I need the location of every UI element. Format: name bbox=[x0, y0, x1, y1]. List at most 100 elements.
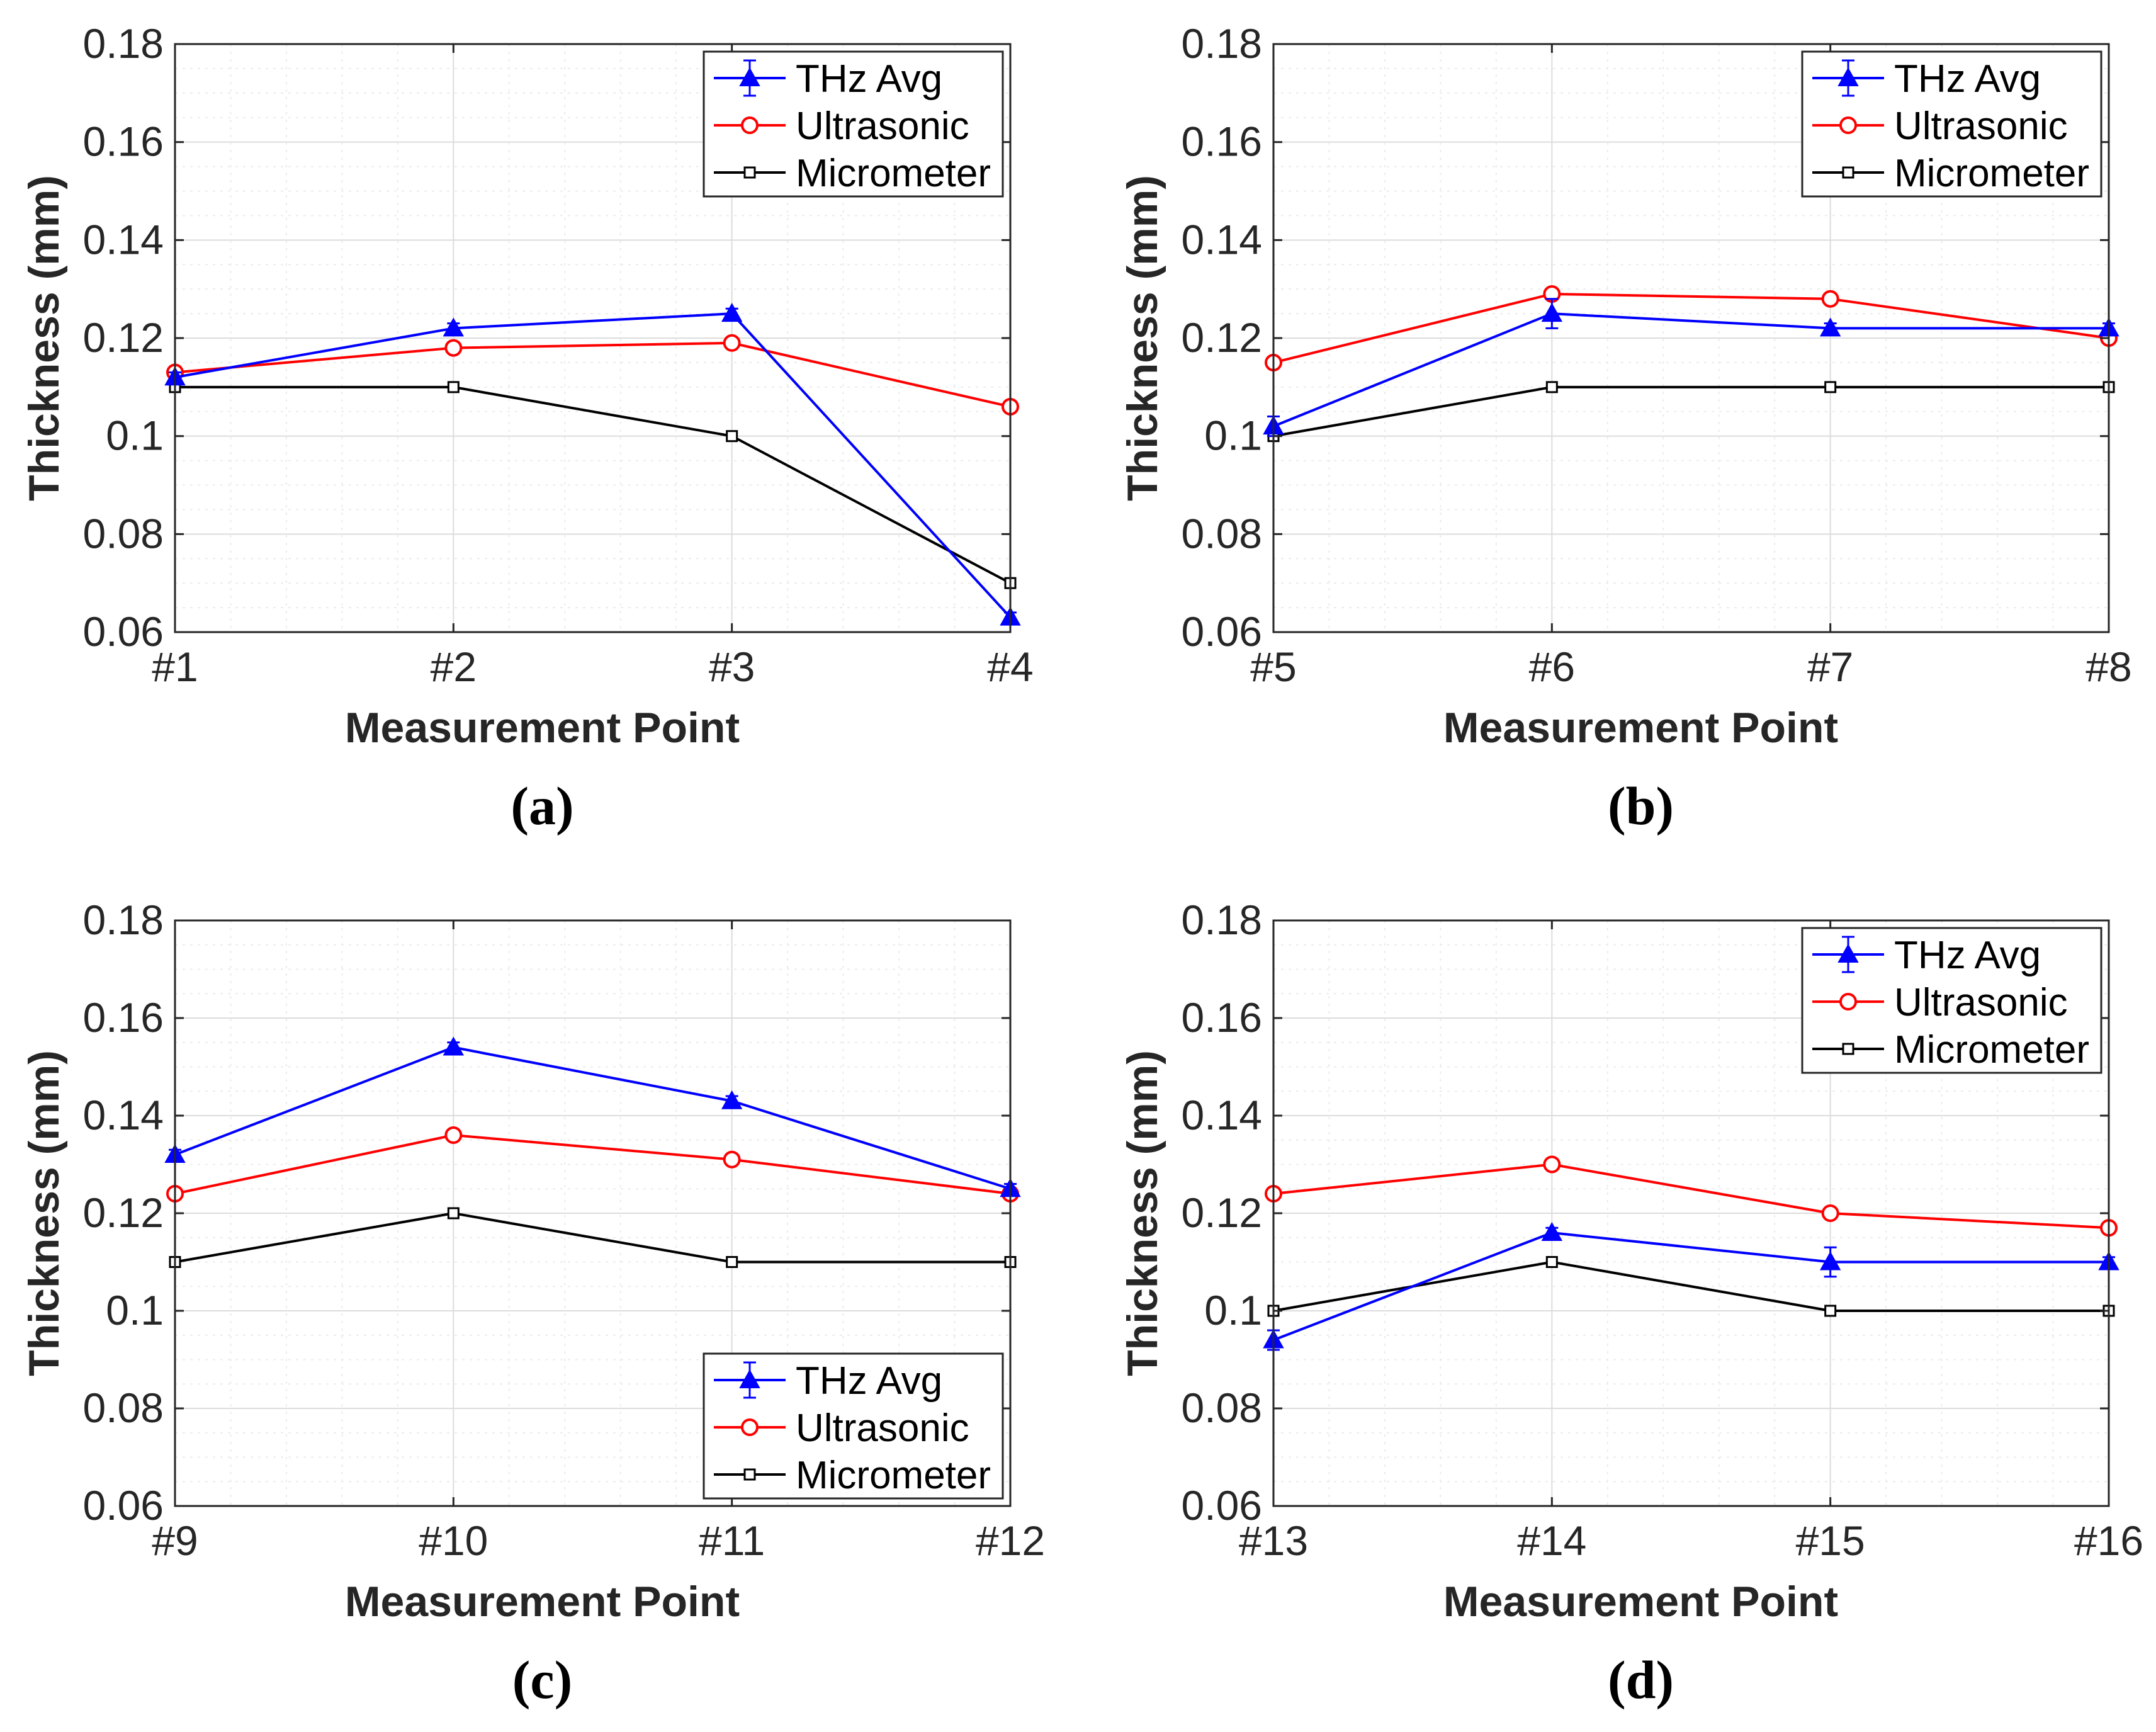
series-line-ultrasonic bbox=[1273, 1163, 2109, 1230]
panel-a-y-axis-title: Thickness (mm) bbox=[20, 175, 68, 501]
panel-d-label: (d) bbox=[1608, 1650, 1674, 1710]
legend-thz-glyph bbox=[1812, 936, 1884, 973]
x-tick-label: #4 bbox=[987, 643, 1033, 690]
data-point-thz bbox=[1541, 1221, 1563, 1241]
panel-d-x-axis-title: Measurement Point bbox=[1443, 1578, 1838, 1626]
legend-entry-micrometer: Micrometer bbox=[1812, 1028, 2089, 1072]
data-point-ultrasonic bbox=[1821, 290, 1839, 308]
x-tick-label: #13 bbox=[1239, 1517, 1308, 1564]
panel-b-legend: THz Avg Ultrasonic Micrometer bbox=[1801, 50, 2102, 198]
legend-ultrasonic-glyph bbox=[1812, 993, 1884, 1010]
data-point-micrometer bbox=[1545, 381, 1558, 393]
legend-marker-ultrasonic bbox=[741, 116, 759, 134]
series-line-ultrasonic bbox=[174, 341, 1011, 408]
legend-entry-micrometer: Micrometer bbox=[714, 1454, 991, 1497]
data-point-thz bbox=[721, 303, 743, 322]
legend-micrometer-glyph bbox=[1812, 1043, 1884, 1055]
legend-micrometer-label: Micrometer bbox=[796, 1454, 991, 1497]
legend-ultrasonic-label: Ultrasonic bbox=[1894, 981, 2068, 1024]
legend-thz-label: THz Avg bbox=[1894, 934, 2041, 977]
legend-micrometer-glyph bbox=[1812, 166, 1884, 179]
legend-ultrasonic-label: Ultrasonic bbox=[1894, 105, 2068, 148]
legend-marker-thz bbox=[1837, 67, 1859, 86]
legend-entry-micrometer: Micrometer bbox=[1812, 152, 2089, 195]
y-tick-label: 0.06 bbox=[1182, 1482, 1262, 1529]
y-tick-label: 0.08 bbox=[83, 1384, 164, 1431]
panel-b-label: (b) bbox=[1608, 776, 1674, 836]
data-point-thz bbox=[721, 1090, 743, 1109]
y-tick-label: 0.18 bbox=[83, 20, 164, 67]
data-point-micrometer bbox=[726, 430, 738, 443]
panel-a: 0.06 0.08 0.1 0.12 0.14 0.16 0.18 #1 #2 #3 #4 Thi… bbox=[20, 20, 1034, 836]
y-tick-label: 0.14 bbox=[83, 216, 164, 263]
y-tick-label: 0.16 bbox=[1182, 994, 1262, 1041]
panel-c-y-axis-title: Thickness (mm) bbox=[20, 1050, 68, 1376]
legend-micrometer-label: Micrometer bbox=[796, 152, 991, 195]
y-tick-label: 0.1 bbox=[106, 412, 164, 459]
x-tick-label: #11 bbox=[699, 1517, 765, 1564]
data-point-ultrasonic bbox=[444, 1126, 463, 1144]
x-tick-label: #5 bbox=[1250, 643, 1296, 690]
panel-a-label: (a) bbox=[511, 776, 573, 836]
data-point-micrometer bbox=[447, 381, 460, 393]
x-tick-label: #12 bbox=[976, 1517, 1045, 1564]
legend-marker-thz bbox=[739, 1369, 760, 1388]
legend-entry-thz: THz Avg bbox=[1812, 57, 2041, 101]
data-point-micrometer bbox=[1824, 381, 1837, 393]
panel-d-y-axis-title: Thickness (mm) bbox=[1119, 1050, 1166, 1376]
legend-thz-label: THz Avg bbox=[1894, 57, 2041, 101]
data-point-ultrasonic bbox=[1821, 1204, 1839, 1222]
y-tick-label: 0.18 bbox=[83, 897, 164, 943]
panel-c-x-axis-title: Measurement Point bbox=[345, 1578, 740, 1626]
panel-b-y-axis-title: Thickness (mm) bbox=[1119, 175, 1166, 501]
panel-d-y-ticks: 0.06 0.08 0.1 0.12 0.14 0.16 0.18 bbox=[1182, 897, 2109, 1529]
series-line-micrometer bbox=[1273, 1260, 2109, 1312]
legend-thz-label: THz Avg bbox=[796, 57, 942, 101]
y-tick-label: 0.16 bbox=[83, 118, 164, 165]
y-tick-label: 0.06 bbox=[83, 1482, 164, 1529]
legend-ultrasonic-label: Ultrasonic bbox=[796, 1407, 969, 1450]
legend-entry-thz: THz Avg bbox=[714, 1359, 942, 1403]
data-point-ultrasonic bbox=[723, 334, 741, 352]
panel-d-legend: THz Avg Ultrasonic Micrometer bbox=[1801, 927, 2102, 1074]
legend-marker-thz bbox=[739, 67, 760, 86]
y-tick-label: 0.08 bbox=[1182, 1384, 1262, 1431]
legend-thz-glyph bbox=[1812, 59, 1884, 97]
legend-micrometer-label: Micrometer bbox=[1894, 1028, 2089, 1072]
legend-micrometer-glyph bbox=[714, 1468, 786, 1481]
data-point-micrometer bbox=[447, 1207, 460, 1220]
x-tick-label: #16 bbox=[2074, 1517, 2143, 1564]
y-tick-label: 0.18 bbox=[1182, 20, 1262, 67]
panel-b-x-axis-title: Measurement Point bbox=[1443, 704, 1838, 752]
y-tick-label: 0.06 bbox=[83, 608, 164, 655]
panel-a-y-ticks: 0.06 0.08 0.1 0.12 0.14 0.16 0.18 bbox=[83, 20, 1010, 655]
y-tick-label: 0.1 bbox=[106, 1287, 164, 1333]
panel-a-legend: THz Avg Ultrasonic Micrometer bbox=[703, 50, 1004, 198]
data-point-thz bbox=[443, 317, 465, 337]
panel-c-label: (c) bbox=[512, 1650, 572, 1710]
panel-c-x-ticks: #9 #10 #11 #12 bbox=[152, 920, 1045, 1564]
y-tick-label: 0.12 bbox=[1182, 314, 1262, 361]
legend-marker-micrometer bbox=[1842, 1043, 1854, 1055]
legend-marker-micrometer bbox=[743, 166, 756, 179]
y-tick-label: 0.14 bbox=[1182, 1092, 1262, 1138]
series-line-micrometer bbox=[174, 1211, 1010, 1264]
series-line-thz bbox=[174, 312, 1012, 619]
legend-marker-micrometer bbox=[1842, 166, 1854, 179]
panel-b: 0.06 0.08 0.1 0.12 0.14 0.16 0.18 #5 #6 #7 #8 Thi… bbox=[1119, 20, 2132, 836]
series-line-ultrasonic bbox=[1273, 292, 2109, 364]
panel-a-x-ticks: #1 #2 #3 #4 bbox=[152, 44, 1034, 690]
series-line-micrometer bbox=[175, 385, 1011, 584]
panel-c-plot bbox=[164, 1036, 1021, 1268]
legend-entry-thz: THz Avg bbox=[714, 57, 942, 101]
series-line-micrometer bbox=[1273, 385, 2109, 438]
legend-entry-micrometer: Micrometer bbox=[714, 152, 991, 195]
series-line-ultrasonic bbox=[174, 1133, 1011, 1195]
data-point-ultrasonic bbox=[1543, 1155, 1561, 1174]
legend-micrometer-label: Micrometer bbox=[1894, 152, 2089, 195]
panel-d-x-ticks: #13 #14 #15 #16 bbox=[1239, 920, 2143, 1564]
y-tick-label: 0.18 bbox=[1182, 897, 1262, 943]
legend-entry-thz: THz Avg bbox=[1812, 934, 2041, 977]
x-tick-label: #1 bbox=[152, 643, 198, 690]
